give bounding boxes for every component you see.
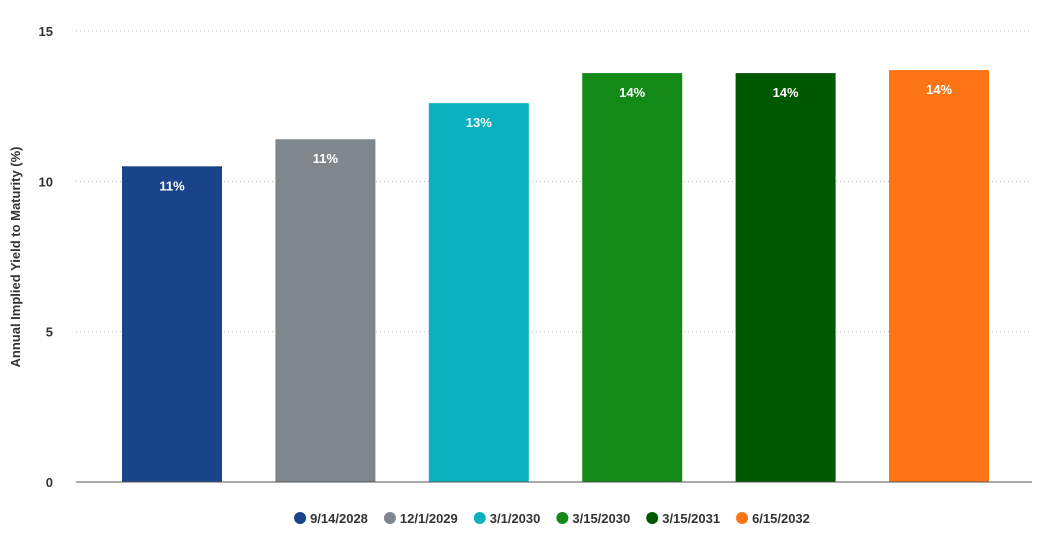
bar: [275, 139, 376, 483]
legend-marker: [736, 512, 749, 524]
y-tick-label: 10: [39, 174, 53, 189]
legend-label: 3/15/2031: [662, 511, 720, 526]
legend-label: 6/15/2032: [752, 511, 810, 526]
legend-label: 3/15/2030: [572, 511, 630, 526]
bar: [735, 73, 836, 483]
y-tick-label: 0: [46, 475, 53, 490]
legend-marker: [556, 512, 569, 524]
y-tick-label: 15: [39, 24, 53, 39]
legend-marker: [473, 512, 486, 524]
legend-label: 9/14/2028: [310, 511, 368, 526]
grid-lines: [76, 30, 1032, 333]
bars: 11% 11% 13% 14% 14% 14%: [122, 70, 989, 483]
legend-label: 3/1/2030: [490, 511, 541, 526]
legend-label: 12/1/2029: [400, 511, 458, 526]
data-label: 11%: [313, 151, 339, 166]
data-label: 13%: [466, 115, 492, 130]
legend-marker: [383, 512, 396, 524]
bar: [582, 73, 683, 483]
legend: 9/14/2028 12/1/2029 3/1/2030 3/15/2030 3/15/…: [294, 511, 810, 526]
bar: [428, 103, 529, 482]
y-tick-label: 5: [46, 325, 53, 340]
data-label: 14%: [773, 85, 799, 100]
data-label: 11%: [159, 178, 185, 193]
y-axis-ticks: 0 5 10 15: [39, 24, 53, 490]
bar: [889, 70, 989, 482]
legend-marker: [646, 512, 659, 524]
data-label: 14%: [619, 85, 645, 100]
legend-marker: [294, 512, 307, 524]
bar: [122, 166, 222, 483]
data-label: 14%: [926, 82, 952, 97]
y-axis-title: Annual Implied Yield to Maturity (%): [8, 146, 23, 367]
